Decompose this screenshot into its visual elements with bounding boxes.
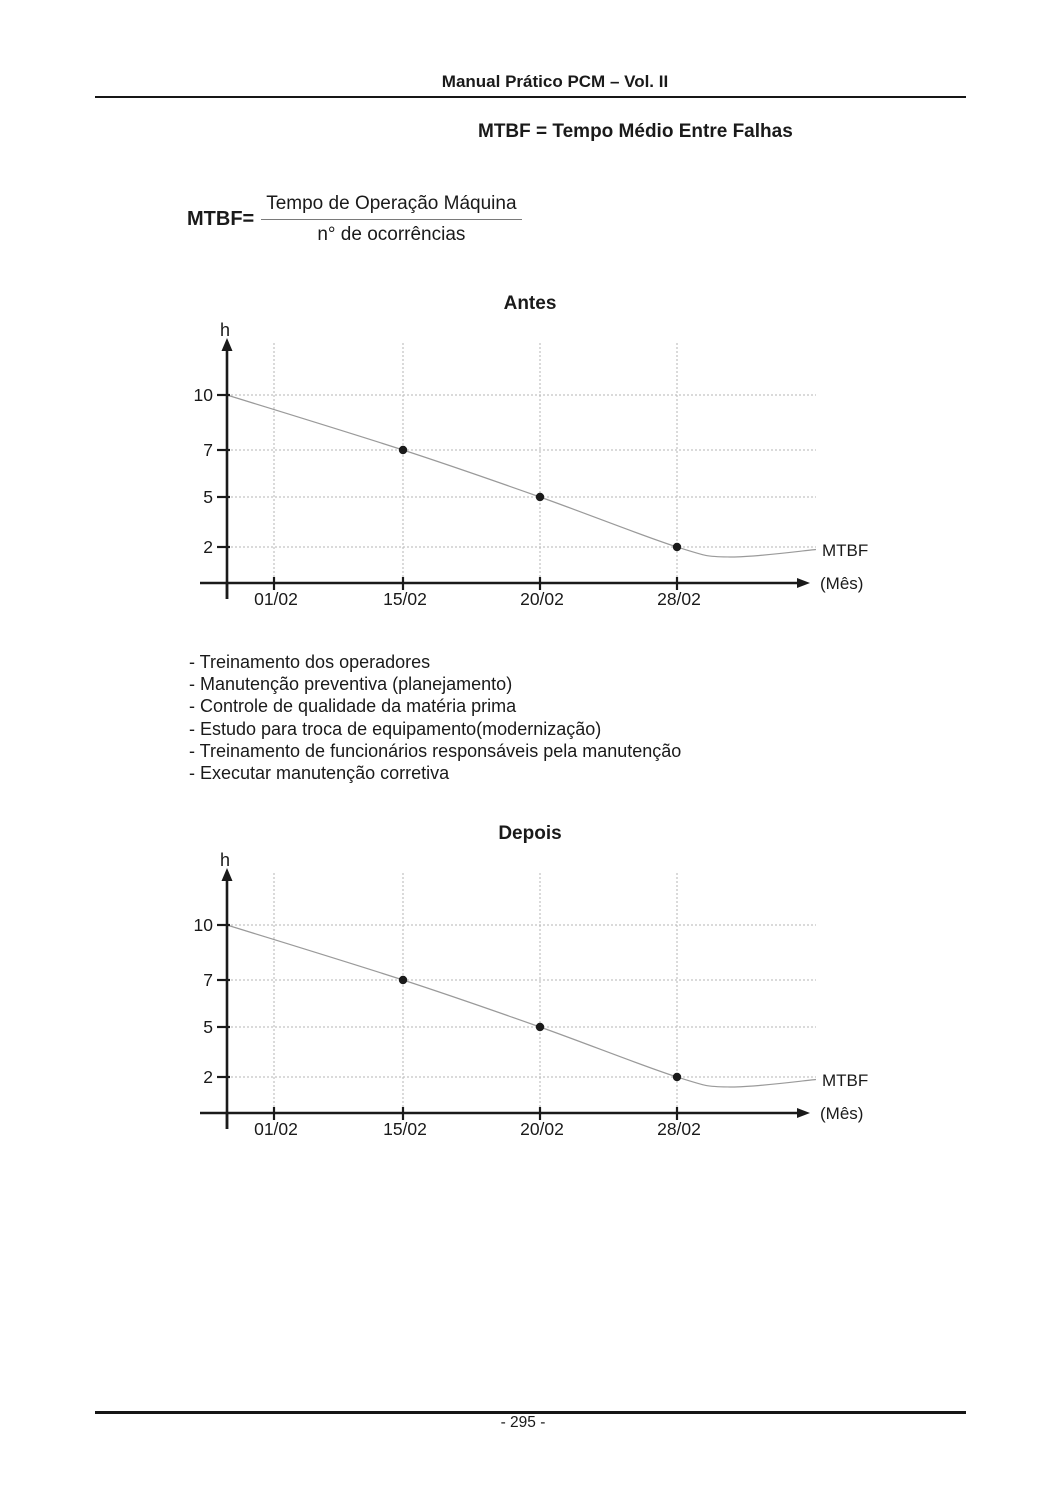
- page-title: MTBF = Tempo Médio Entre Falhas: [478, 121, 793, 142]
- x-tick-label: 15/02: [383, 1119, 427, 1139]
- x-tick-label: 01/02: [254, 589, 298, 609]
- depois-chart: 10 7 5 2 01/02 15/02 20/02 28/02 Depois h MTBF (Mês…: [194, 823, 869, 1139]
- bullet-item: - Controle de qualidade da matéria prima: [189, 696, 517, 717]
- data-point: [672, 542, 682, 552]
- y-tick-label: 7: [203, 970, 213, 990]
- bullet-item: - Manutenção preventiva (planejamento): [189, 674, 513, 695]
- data-point: [398, 975, 408, 985]
- formula-fraction: Tempo de Operação Máquina n° de ocorrênc…: [261, 193, 522, 246]
- antes-chart: 10 7 5 2 01/02 15/02 20/02 28/02 Antes h MTBF (Mês): [194, 293, 869, 609]
- x-tick-label: 15/02: [383, 589, 427, 609]
- formula-denominator: n° de ocorrências: [317, 224, 466, 245]
- y-axis-arrow: [221, 338, 233, 351]
- x-tick-label: 01/02: [254, 1119, 298, 1139]
- y-tick-label: 10: [194, 915, 214, 935]
- y-axis-label: h: [220, 850, 230, 870]
- series-label: MTBF: [822, 1071, 868, 1090]
- x-axis-unit-label: (Mês): [820, 574, 863, 593]
- data-point: [535, 492, 545, 502]
- chart-title: Depois: [498, 823, 561, 844]
- x-axis-arrow: [797, 1108, 810, 1118]
- y-tick-label: 5: [203, 487, 213, 507]
- page-number: - 295 -: [500, 1414, 546, 1431]
- x-tick-label: 20/02: [520, 1119, 564, 1139]
- data-point: [535, 1022, 545, 1032]
- bullet-item: - Estudo para troca de equipamento(moder…: [189, 718, 602, 739]
- y-tick-label: 2: [203, 1067, 213, 1087]
- data-point: [398, 445, 408, 455]
- y-axis-arrow: [221, 868, 233, 881]
- x-tick-label: 28/02: [657, 1119, 701, 1139]
- y-tick-label: 5: [203, 1017, 213, 1037]
- series-label: MTBF: [822, 541, 868, 560]
- chart-title: Antes: [504, 293, 557, 314]
- data-point: [672, 1072, 682, 1082]
- x-axis-arrow: [797, 578, 810, 588]
- bullet-item: - Executar manutenção corretiva: [189, 763, 450, 784]
- formula-numerator: Tempo de Operação Máquina: [261, 193, 522, 220]
- header-rule: [95, 96, 966, 98]
- bullet-list: - Treinamento dos operadores - Manutenção…: [189, 651, 681, 784]
- y-tick-label: 10: [194, 385, 214, 405]
- x-tick-label: 28/02: [657, 589, 701, 609]
- y-axis-label: h: [220, 320, 230, 340]
- y-tick-label: 2: [203, 537, 213, 557]
- formula-lhs: MTBF=: [187, 208, 255, 230]
- header-title: Manual Prático PCM – Vol. II: [441, 72, 669, 91]
- footer-rule: [95, 1411, 966, 1414]
- mtbf-line: [226, 394, 817, 558]
- y-tick-label: 7: [203, 440, 213, 460]
- mtbf-line: [226, 924, 817, 1088]
- x-axis-unit-label: (Mês): [820, 1104, 863, 1123]
- x-tick-label: 20/02: [520, 589, 564, 609]
- mtbf-formula: MTBF= Tempo de Operação Máquina n° de oc…: [187, 193, 522, 246]
- bullet-item: - Treinamento dos operadores: [189, 652, 431, 672]
- bullet-item: - Treinamento de funcionários responsáve…: [189, 740, 682, 761]
